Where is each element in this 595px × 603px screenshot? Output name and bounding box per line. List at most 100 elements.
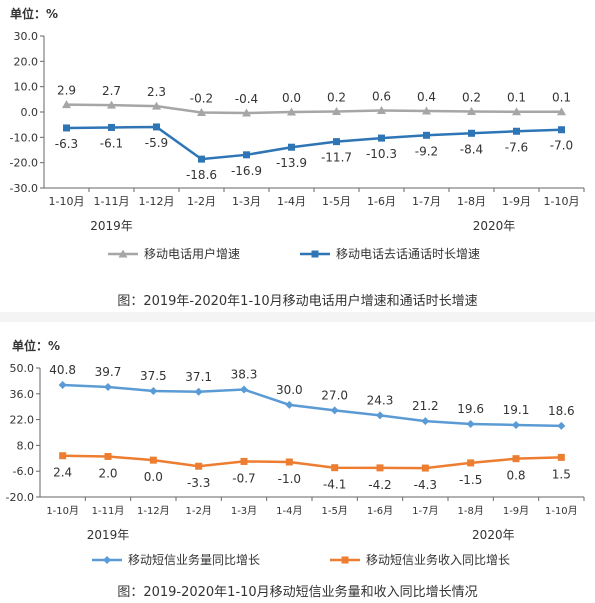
data-point — [333, 138, 340, 146]
legend-marker — [341, 556, 349, 564]
data-point — [421, 417, 430, 426]
data-label: 19.1 — [503, 403, 530, 417]
line-chart-sms-volume-and-revenue: 单位：% 50.0 36.0 22.0 8.0 -6.0 -20.0 1-10月 1-11月 1-… — [6, 338, 585, 567]
data-point — [62, 100, 71, 109]
series-line — [62, 383, 562, 428]
x-tick-label: 1-11月 — [94, 195, 130, 208]
y-tick-label: 50.0 — [10, 362, 35, 375]
data-label: 38.3 — [231, 368, 258, 382]
x-tick-label: 1-5月 — [322, 195, 351, 208]
x-tick-label: 1-4月 — [277, 195, 306, 208]
y-tick-label: -20.0 — [10, 157, 38, 170]
data-label: 1.5 — [552, 467, 571, 481]
y-tick-label: -6.0 — [13, 465, 34, 478]
data-point — [378, 134, 385, 142]
unit-label: 单位：% — [10, 6, 58, 21]
x-tick-label: 1-12月 — [139, 195, 175, 208]
data-point — [149, 387, 158, 396]
x-tick-label: 1-8月 — [457, 195, 486, 208]
data-label: -6.3 — [55, 137, 78, 151]
series-line — [62, 454, 562, 470]
data-point — [558, 126, 565, 134]
legend-marker — [311, 250, 319, 258]
data-label: -10.3 — [366, 147, 397, 161]
data-point — [376, 464, 384, 472]
data-label: 0.4 — [417, 90, 436, 104]
data-point — [240, 457, 248, 465]
data-point — [467, 106, 476, 115]
data-point — [243, 151, 250, 159]
x-tick-label: 1-5月 — [321, 505, 347, 517]
data-label: 24.3 — [367, 393, 394, 407]
data-point — [149, 456, 157, 464]
data-point — [287, 107, 296, 116]
x-tick-label: 1-6月 — [367, 505, 393, 517]
legend-label: 移动短信业务收入同比增长 — [366, 552, 510, 567]
data-label: 0.1 — [552, 91, 571, 105]
legend-marker — [118, 249, 128, 258]
data-label: 27.0 — [321, 388, 348, 402]
data-point — [557, 453, 565, 461]
data-point — [240, 385, 248, 394]
y-tick-label: 30.0 — [14, 30, 39, 43]
data-point — [421, 464, 429, 472]
data-label: 37.5 — [140, 369, 167, 383]
data-point — [58, 380, 67, 389]
unit-label: 单位：% — [12, 338, 60, 353]
data-label: 0.8 — [506, 469, 525, 483]
data-label: 21.2 — [412, 399, 439, 413]
data-point — [423, 131, 430, 139]
data-point — [466, 420, 475, 429]
data-point — [468, 129, 475, 137]
legend-marker — [103, 556, 111, 564]
year-label-2019: 2019年 — [87, 528, 130, 542]
data-point — [557, 107, 566, 116]
data-label: -0.4 — [235, 92, 258, 106]
year-label-2020: 2020年 — [472, 528, 515, 542]
data-label: 0.2 — [462, 90, 481, 104]
x-tick-label: 1-11月 — [92, 505, 125, 517]
x-tick-label: 1-4月 — [276, 505, 302, 517]
x-tick-label: 1-6月 — [367, 195, 396, 208]
y-tick-label: -30.0 — [10, 182, 38, 195]
x-tick-label: 1-2月 — [187, 195, 216, 208]
data-point — [197, 108, 206, 117]
chart-caption-1: 图：2019年-2020年1-10月移动电话用户增速和通话时长增速 — [117, 294, 478, 309]
data-label: -0.2 — [190, 92, 213, 106]
chart-caption-2: 图：2019-2020年1-10月移动短信业务量和收入同比增长情况 — [117, 585, 478, 600]
data-point — [557, 421, 566, 430]
data-label: -4.1 — [323, 478, 346, 492]
x-tick-label: 1-2月 — [185, 505, 211, 517]
data-point — [104, 382, 112, 391]
legend-label: 移动电话用户增速 — [144, 246, 240, 261]
data-label: -3.3 — [187, 476, 210, 490]
data-label: 0.1 — [507, 91, 526, 105]
data-label: 0.2 — [327, 90, 346, 104]
data-point — [330, 406, 339, 415]
data-label: 30.0 — [276, 383, 303, 397]
data-point — [108, 123, 115, 131]
data-point — [194, 387, 203, 396]
data-point — [512, 107, 521, 116]
x-tick-label: 1-10月 — [544, 195, 580, 208]
data-point — [513, 127, 520, 135]
data-label: -4.2 — [368, 478, 391, 492]
data-label: -13.9 — [276, 156, 307, 170]
legend-label: 移动短信业务量同比增长 — [128, 552, 260, 567]
data-label: -9.2 — [415, 144, 438, 158]
data-label: -7.6 — [505, 140, 528, 154]
data-label: 18.6 — [548, 404, 575, 418]
line-chart-mobile-users-and-call-duration: 单位：% 30.0 20.0 10.0 0.0 -10.0 -20.0 -30.0 1-10月 1… — [10, 6, 585, 261]
data-point — [195, 462, 203, 470]
data-point — [331, 464, 339, 472]
y-tick-label: 36.0 — [10, 388, 35, 401]
data-point — [63, 124, 70, 132]
data-point — [198, 155, 205, 163]
data-label: -4.3 — [414, 478, 437, 492]
y-tick-label: 22.0 — [10, 414, 35, 427]
data-point — [152, 101, 161, 110]
x-tick-label: 1-3月 — [231, 505, 257, 517]
data-point — [107, 100, 116, 109]
data-label: 2.7 — [102, 84, 121, 98]
x-tick-label: 1-9月 — [503, 505, 529, 517]
